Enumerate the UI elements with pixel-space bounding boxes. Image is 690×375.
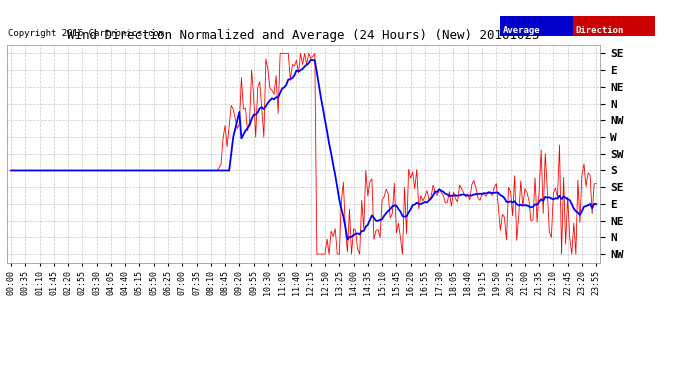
Text: Direction: Direction [575,26,624,34]
Text: Copyright 2016 Cartronics.com: Copyright 2016 Cartronics.com [8,28,164,38]
Title: Wind Direction Normalized and Average (24 Hours) (New) 20161025: Wind Direction Normalized and Average (2… [68,30,540,42]
Text: Average: Average [503,26,541,34]
